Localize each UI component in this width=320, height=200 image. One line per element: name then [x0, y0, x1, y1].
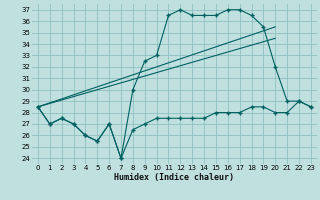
X-axis label: Humidex (Indice chaleur): Humidex (Indice chaleur)	[115, 173, 234, 182]
